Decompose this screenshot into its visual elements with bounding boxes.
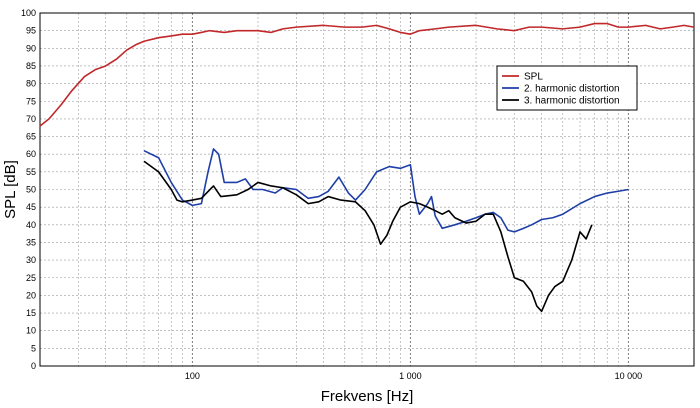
x-tick-label: 10 000	[615, 371, 643, 381]
y-tick-label: 85	[26, 61, 36, 71]
y-tick-label: 90	[26, 43, 36, 53]
y-tick-label: 60	[26, 149, 36, 159]
x-tick-label: 100	[185, 371, 200, 381]
x-tick-label: 1 000	[399, 371, 422, 381]
plot-frame	[39, 12, 695, 367]
y-tick-label: 0	[31, 361, 36, 371]
y-tick-label: 65	[26, 132, 36, 142]
y-tick-label: 10	[26, 326, 36, 336]
y-tick-label: 95	[26, 26, 36, 36]
y-tick-label: 55	[26, 167, 36, 177]
y-tick-label: 80	[26, 79, 36, 89]
y-tick-label: 45	[26, 202, 36, 212]
y-tick-label: 15	[26, 308, 36, 318]
y-tick-label: 100	[21, 8, 36, 18]
x-axis-ticks: 100 1 000 10 000	[185, 371, 642, 381]
y-tick-label: 75	[26, 96, 36, 106]
y-tick-label: 40	[26, 220, 36, 230]
y-tick-label: 70	[26, 114, 36, 124]
y-axis-label: SPL [dB]	[2, 160, 19, 219]
legend-entry: 2. harmonic distortion	[524, 84, 620, 95]
y-tick-label: 20	[26, 290, 36, 300]
series-layer	[39, 22, 695, 313]
y-tick-label: 35	[26, 237, 36, 247]
series-line-3	[143, 160, 593, 313]
legend-entry: SPL	[524, 72, 543, 83]
y-tick-label: 5	[31, 343, 36, 353]
legend-box	[496, 65, 638, 111]
series-line-2	[143, 148, 629, 233]
x-axis-label: Frekvens [Hz]	[321, 388, 414, 405]
y-tick-label: 25	[26, 273, 36, 283]
legend-entry: 3. harmonic distortion	[524, 96, 620, 107]
y-axis-ticks: 0 5 10 15 20 25 30 35 40 45 50 55 60 65 70 75 80 85 90 95 10…	[21, 8, 36, 371]
series-line-1	[39, 22, 695, 127]
y-tick-label: 30	[26, 255, 36, 265]
y-tick-label: 50	[26, 185, 36, 195]
